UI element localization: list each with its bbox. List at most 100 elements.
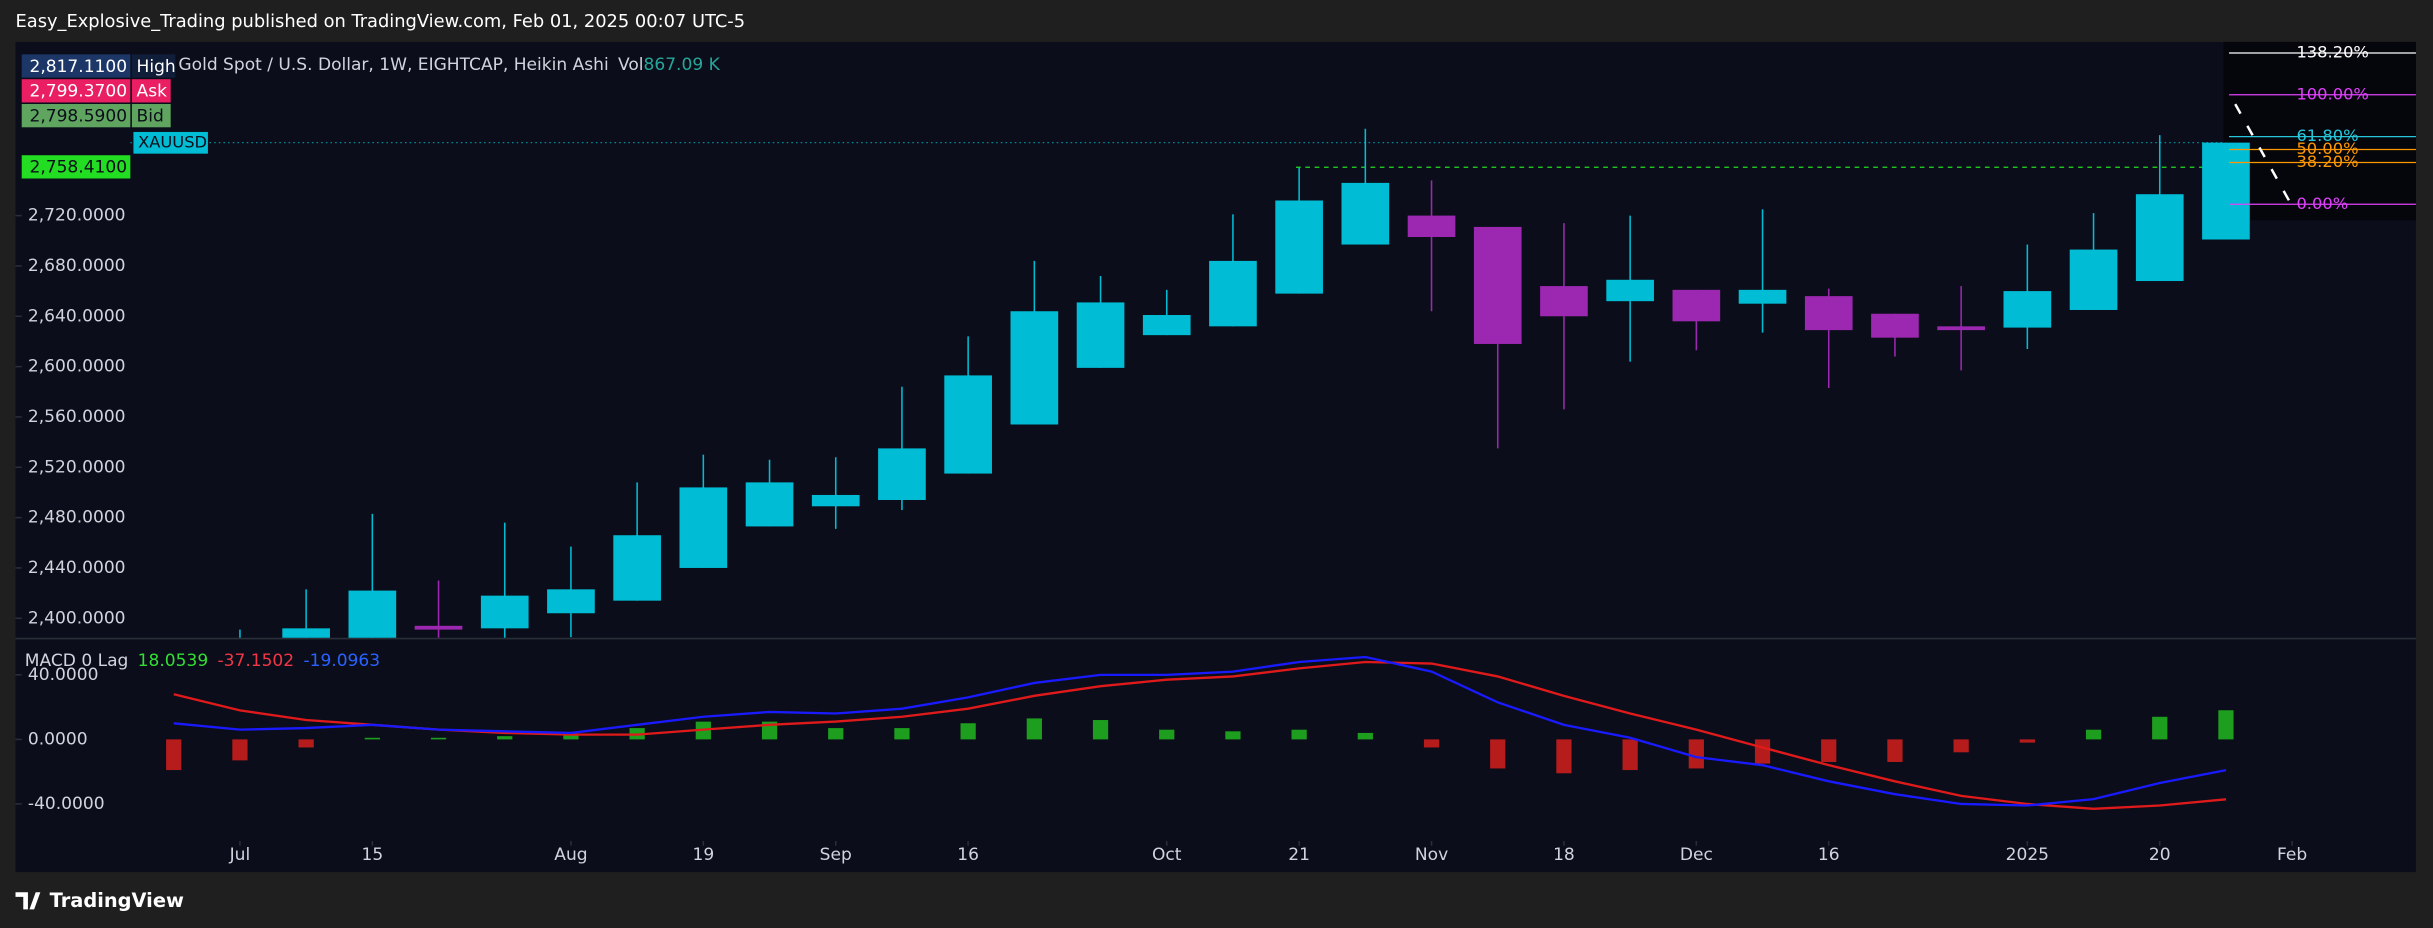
x-tick-label: 20	[2149, 845, 2171, 865]
y-tick-label: 2,520.0000	[28, 457, 126, 477]
histogram-bar	[364, 737, 380, 740]
histogram-bar	[960, 723, 976, 740]
legend-value: 18.0539	[138, 651, 209, 671]
y-tick-label: 0.0000	[28, 729, 88, 749]
fib-label: 100.00%	[2296, 84, 2368, 103]
y-tick-label: 2,600.0000	[28, 357, 126, 377]
x-tick-label: 19	[692, 845, 714, 865]
candle-body	[2135, 194, 2184, 282]
histogram-bar	[828, 728, 844, 740]
candle-body	[1341, 182, 1390, 245]
quote-tag	[131, 54, 176, 78]
fib-label: 38.20%	[2296, 152, 2358, 171]
histogram-bar	[1754, 739, 1771, 764]
symbol-box	[133, 131, 208, 154]
y-tick-label: 2,480.0000	[28, 508, 126, 528]
drawing-panel	[2223, 41, 2416, 221]
candle-body	[1010, 311, 1059, 425]
histogram-bar	[1423, 739, 1440, 748]
y-tick-label: 40.0000	[28, 665, 99, 685]
quote-box	[21, 104, 131, 128]
y-tick-label: 2,400.0000	[28, 608, 126, 628]
histogram-bar	[2218, 710, 2234, 740]
histogram-bar	[1688, 739, 1704, 769]
histogram-bar	[1622, 739, 1638, 771]
chart-area	[15, 41, 2416, 873]
volume-label: Vol	[618, 55, 644, 75]
histogram-bar	[1026, 718, 1042, 740]
y-tick-label: -40.0000	[28, 794, 105, 814]
candle-body	[1606, 279, 1654, 302]
x-tick-label: Oct	[1152, 845, 1182, 865]
x-tick-label: Sep	[820, 845, 852, 865]
y-tick-label: 2,720.0000	[28, 206, 126, 226]
histogram-bar	[1291, 729, 1307, 740]
histogram-bar	[563, 734, 579, 740]
histogram-bar	[1092, 720, 1109, 740]
candle-body	[1076, 302, 1125, 368]
candle-body	[1540, 286, 1588, 317]
legend-value: -19.0963	[303, 651, 380, 671]
x-tick-label: Aug	[554, 845, 587, 865]
candle-body	[547, 589, 595, 614]
candle-body	[480, 595, 529, 629]
quote-name: High	[137, 57, 176, 77]
candle-body	[1804, 296, 1853, 331]
y-tick-label: 2,640.0000	[28, 306, 126, 326]
chart-title: Gold Spot / U.S. Dollar, 1W, EIGHTCAP, H…	[178, 55, 720, 75]
x-tick-label: 16	[1818, 845, 1840, 865]
volume-value: 867.09 K	[644, 55, 721, 75]
header-text: Easy_Explosive_Trading published on Trad…	[16, 11, 746, 32]
histogram-bar	[497, 736, 513, 740]
quote-tag	[131, 79, 171, 103]
x-tick-label: 2025	[2006, 845, 2049, 865]
legend-value: -37.1502	[217, 651, 294, 671]
histogram-bar	[1357, 732, 1373, 740]
candle-body	[745, 482, 794, 527]
last-price-box	[21, 155, 131, 179]
candle-body	[1407, 215, 1456, 237]
candle-body	[2069, 249, 2118, 310]
histogram-bar	[1887, 739, 1903, 762]
title-text: Gold Spot / U.S. Dollar, 1W, EIGHTCAP, H…	[178, 55, 608, 75]
histogram-bar	[2085, 729, 2102, 740]
quote-name: Bid	[137, 106, 164, 126]
candle-body	[1275, 200, 1323, 294]
y-tick-label: 2,440.0000	[28, 558, 126, 578]
histogram-bar	[232, 739, 248, 761]
histogram-bar	[1821, 739, 1837, 762]
candle-body	[811, 494, 860, 507]
candle-body	[1738, 289, 1787, 304]
quote-box	[21, 79, 131, 103]
candle-body	[282, 628, 330, 638]
candle-body	[2003, 291, 2052, 328]
x-tick-label: 15	[361, 845, 383, 865]
x-tick-label: Feb	[2277, 845, 2307, 865]
y-tick-label: 2,560.0000	[28, 407, 126, 427]
candle-body	[1871, 313, 1919, 338]
quote-price: 2,817.1100	[29, 57, 127, 77]
candle-body	[348, 590, 397, 638]
fib-trend	[2234, 103, 2293, 205]
candle-body	[944, 375, 992, 474]
fib-label: 61.80%	[2296, 126, 2358, 145]
quote-box	[21, 54, 131, 78]
candle-body	[1209, 260, 1257, 327]
macd-line	[173, 655, 2227, 807]
macd-legend: MACD 0 Lag 18.0539 -37.1502 -19.0963	[25, 651, 380, 671]
candle-body	[878, 448, 926, 500]
x-tick-label: Nov	[1415, 845, 1448, 865]
symbol-label: XAUUSD	[138, 132, 207, 151]
candle-body	[613, 535, 661, 601]
fib-label: 138.20%	[2296, 42, 2368, 61]
histogram-bar	[2152, 716, 2168, 740]
x-tick-label: 16	[957, 845, 979, 865]
histogram-bar	[1225, 731, 1241, 740]
candle-body	[1672, 289, 1721, 322]
candles	[130, 128, 2250, 638]
footer-brand: TradingView	[50, 889, 184, 912]
candle-body	[1937, 326, 1985, 331]
quote-price: 2,799.3700	[29, 82, 127, 102]
macd-title: MACD 0 Lag	[25, 651, 129, 671]
